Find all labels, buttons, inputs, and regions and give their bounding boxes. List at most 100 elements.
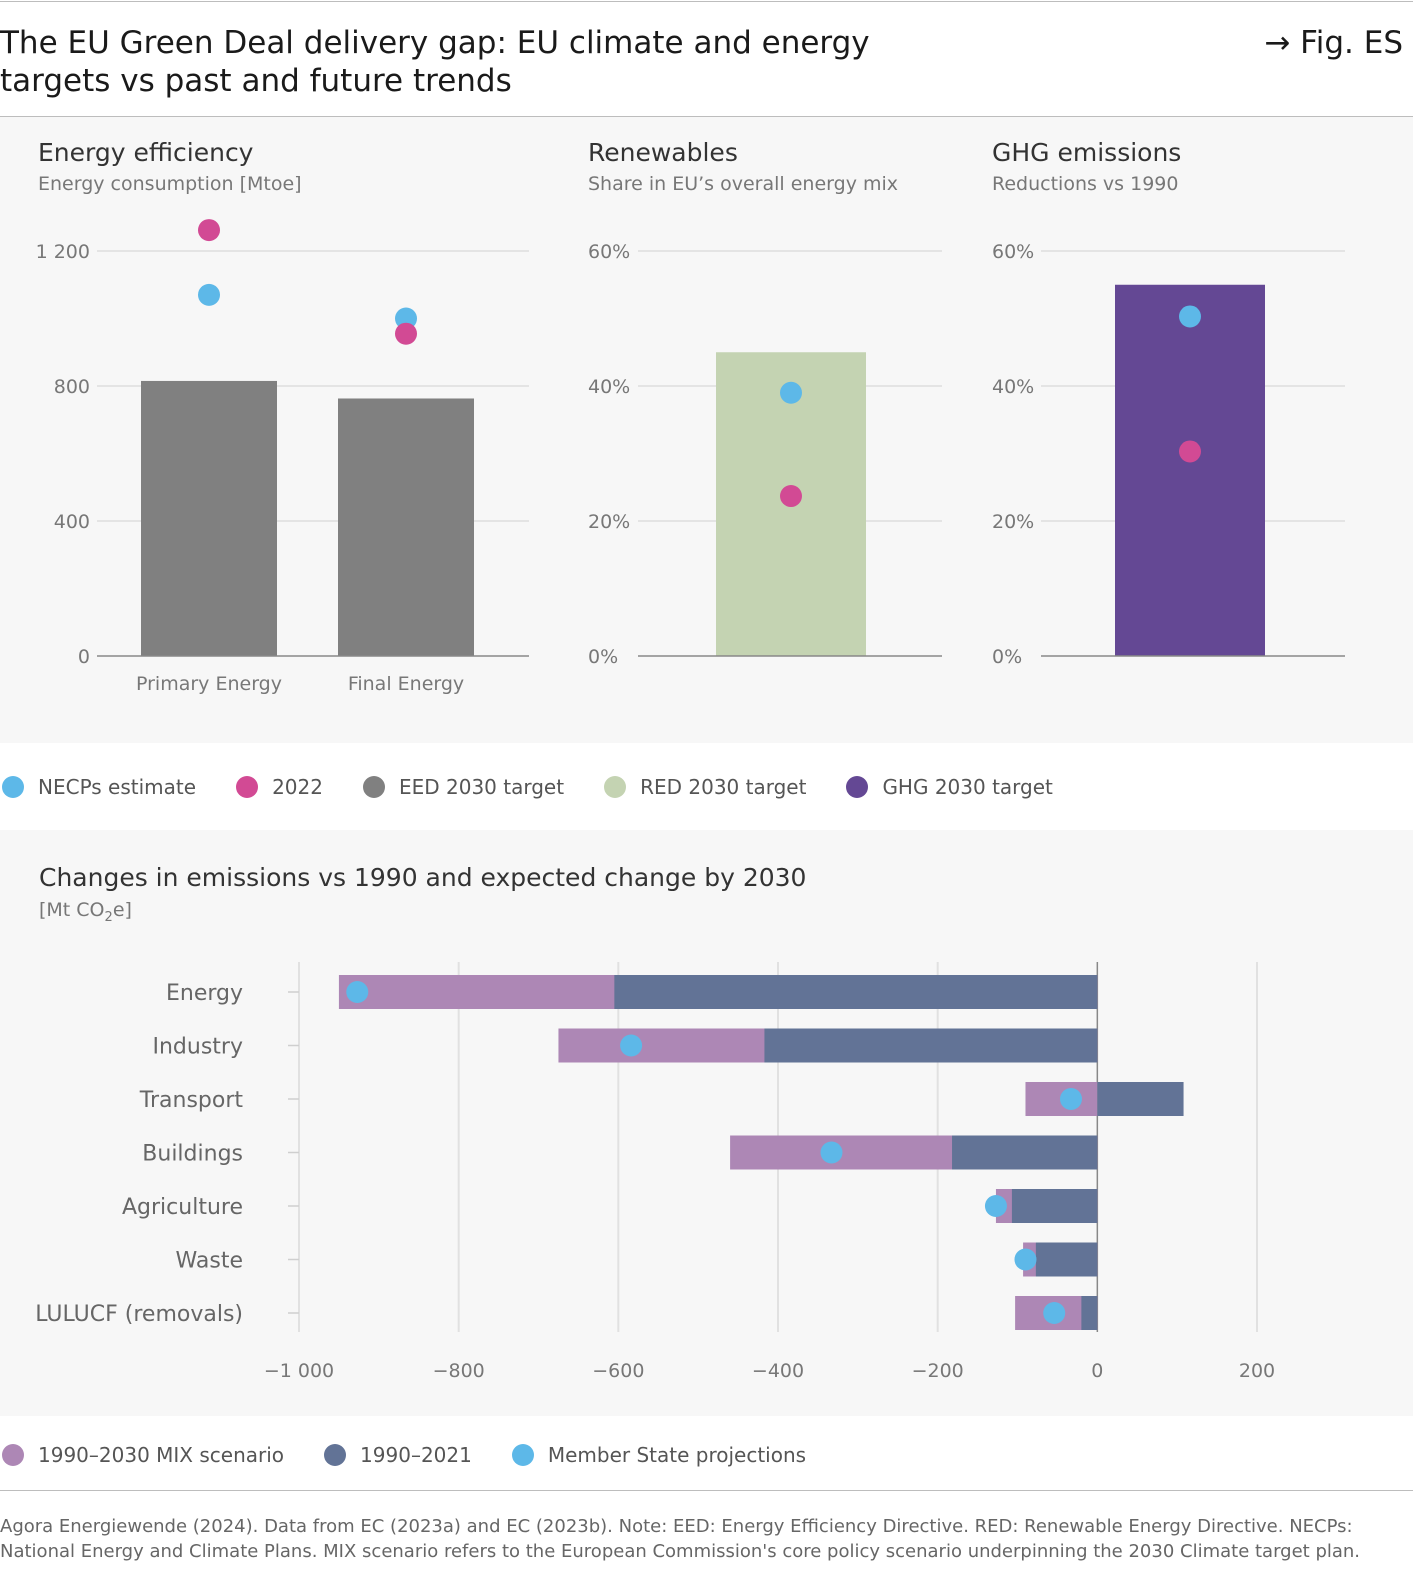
y-tick-label: 1 200 xyxy=(36,241,90,263)
legend-label: GHG 2030 target xyxy=(882,775,1053,799)
sector-label: Energy xyxy=(166,981,243,1006)
target-bar xyxy=(1115,284,1265,656)
member-state-projection-dot xyxy=(1014,1248,1037,1271)
footer-rule xyxy=(0,1490,1413,1491)
ee-subtitle: Energy consumption [Mtoe] xyxy=(38,173,302,195)
member-state-projection-dot xyxy=(1059,1088,1082,1110)
y2022-dot xyxy=(198,219,220,242)
re-title: Renewables xyxy=(588,138,738,167)
red-swatch-icon xyxy=(604,776,627,798)
y-tick-label: 60% xyxy=(588,241,630,263)
y-tick-label: 60% xyxy=(992,241,1034,263)
top-rule xyxy=(0,1,1413,2)
y-tick-label: 40% xyxy=(992,376,1034,398)
historical-bar xyxy=(1011,1189,1098,1223)
sector-title: Changes in emissions vs 1990 and expecte… xyxy=(39,863,806,892)
legend-item-hist: 1990–2021 xyxy=(324,1443,472,1467)
historical-bar xyxy=(1035,1242,1098,1277)
y2022-swatch-icon xyxy=(236,776,259,798)
necps-estimate-dot xyxy=(395,307,417,330)
sector-label: Industry xyxy=(153,1035,244,1060)
sector-chart-svg: Changes in emissions vs 1990 and expecte… xyxy=(35,863,1275,1382)
re-subtitle: Share in EU’s overall energy mix xyxy=(588,173,898,195)
energy-efficiency-chart: Energy efficiency Energy consumption [Mt… xyxy=(36,138,529,695)
top-legend: NECPs estimate 2022 EED 2030 target RED … xyxy=(2,757,1093,817)
member-state-projection-dot xyxy=(346,981,369,1003)
legend-label: Member State projections xyxy=(547,1443,807,1467)
legend-label: RED 2030 target xyxy=(640,775,807,799)
x-tick-label: 0 xyxy=(1091,1360,1103,1382)
necps-swatch-icon xyxy=(2,776,24,798)
legend-label: 1990–2021 xyxy=(360,1443,472,1467)
historical-bar xyxy=(952,1135,1098,1170)
member-state-projection-dot xyxy=(620,1034,643,1057)
eed-swatch-icon xyxy=(362,776,385,798)
figure-label: → Fig. ES xyxy=(1264,25,1403,61)
sector-label: Agriculture xyxy=(122,1195,243,1220)
y-tick-label: 20% xyxy=(992,511,1034,533)
x-tick-label: −200 xyxy=(912,1360,964,1382)
legend-item-eed: EED 2030 target xyxy=(362,775,564,799)
bottom-legend: 1990–2030 MIX scenario 1990–2021 Member … xyxy=(2,1425,846,1485)
y-tick-label: 400 xyxy=(54,511,90,533)
target-bar xyxy=(338,398,474,656)
ghg-title: GHG emissions xyxy=(992,138,1181,167)
legend-label: 2022 xyxy=(272,775,323,799)
legend-label: NECPs estimate xyxy=(38,775,197,799)
legend-item-mix: 1990–2030 MIX scenario xyxy=(2,1443,284,1467)
y-tick-label: 0% xyxy=(992,646,1022,668)
member-state-projection-dot xyxy=(820,1141,843,1164)
necps-estimate-dot xyxy=(780,381,802,404)
sector-label: Transport xyxy=(139,1088,244,1113)
ghg-subtitle: Reductions vs 1990 xyxy=(992,173,1178,195)
x-tick-label: 200 xyxy=(1239,1360,1275,1382)
renewables-chart: Renewables Share in EU’s overall energy … xyxy=(588,138,942,668)
x-tick-label: −400 xyxy=(752,1360,804,1382)
top-charts-svg: Energy efficiency Energy consumption [Mt… xyxy=(36,138,1345,695)
y2022-dot xyxy=(1179,440,1201,463)
top-charts-panel: Energy efficiency Energy consumption [Mt… xyxy=(0,117,1413,743)
sector-label: LULUCF (removals) xyxy=(35,1302,243,1327)
target-bar xyxy=(141,380,277,656)
sector-chart-panel: Changes in emissions vs 1990 and expecte… xyxy=(0,830,1413,1416)
title-rule xyxy=(0,116,1413,117)
y-tick-label: 800 xyxy=(54,376,90,398)
footer-note: Agora Energiewende (2024). Data from EC … xyxy=(0,1516,1361,1562)
legend-item-necps: NECPs estimate xyxy=(2,775,196,799)
ghg-emissions-chart: GHG emissions Reductions vs 1990 0% 20% 40… xyxy=(992,138,1345,668)
y2022-dot xyxy=(395,322,417,345)
historical-bar xyxy=(1081,1296,1098,1330)
unit-suffix: e] xyxy=(113,899,132,921)
msproj-swatch-icon xyxy=(511,1444,534,1466)
legend-item-red: RED 2030 target xyxy=(604,775,806,799)
member-state-projection-dot xyxy=(984,1195,1007,1217)
sector-label: Buildings xyxy=(142,1142,243,1167)
mix-swatch-icon xyxy=(2,1444,24,1466)
x-tick-label: −600 xyxy=(592,1360,644,1382)
x-tick-label: −800 xyxy=(433,1360,485,1382)
unit-prefix: [Mt CO xyxy=(39,899,105,921)
ee-title: Energy efficiency xyxy=(38,138,254,167)
legend-label: 1990–2030 MIX scenario xyxy=(38,1443,285,1467)
y-tick-label: 20% xyxy=(588,511,630,533)
sector-unit: [Mt CO2e] xyxy=(39,899,132,925)
y-tick-label: 0% xyxy=(588,646,618,668)
legend-item-2022: 2022 xyxy=(236,775,323,799)
legend-item-ghg: GHG 2030 target xyxy=(846,775,1053,799)
unit-sub: 2 xyxy=(105,910,113,925)
y-tick-label: 0 xyxy=(78,646,90,668)
member-state-projection-dot xyxy=(1043,1302,1066,1324)
legend-item-msproj: Member State projections xyxy=(511,1443,807,1467)
necps-estimate-dot xyxy=(198,283,220,306)
sector-label: Waste xyxy=(176,1249,243,1274)
y-tick-label: 40% xyxy=(588,376,630,398)
ghg-swatch-icon xyxy=(846,776,869,798)
historical-bar xyxy=(1097,1082,1184,1116)
page-title: The EU Green Deal delivery gap: EU clima… xyxy=(0,25,870,99)
hist-swatch-icon xyxy=(324,1444,347,1466)
y2022-dot xyxy=(780,485,802,508)
necps-estimate-dot xyxy=(1179,305,1201,328)
x-tick-label: −1 000 xyxy=(264,1360,334,1382)
category-label: Final Energy xyxy=(348,673,464,695)
category-label: Primary Energy xyxy=(136,673,282,695)
